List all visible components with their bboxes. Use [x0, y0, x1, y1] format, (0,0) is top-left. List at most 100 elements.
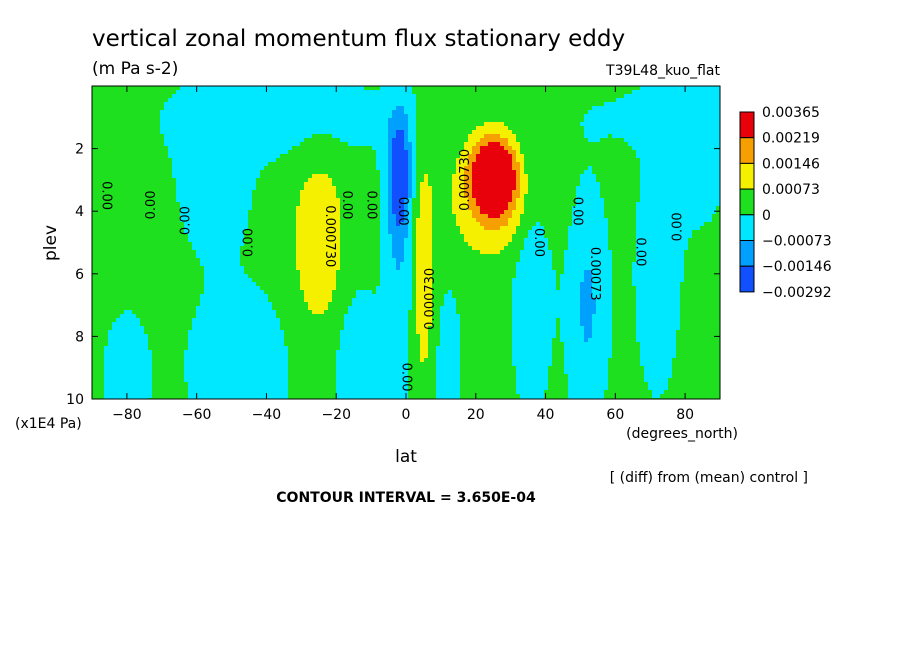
heatmap-cell — [272, 138, 277, 143]
heatmap-cell — [264, 134, 269, 139]
heatmap-cell — [456, 178, 461, 183]
heatmap-cell — [664, 102, 669, 107]
heatmap-cell — [236, 90, 241, 95]
heatmap-cell — [372, 90, 377, 95]
heatmap-cell — [556, 174, 561, 179]
heatmap-cell — [688, 186, 693, 191]
heatmap-cell — [196, 210, 201, 215]
heatmap-cell — [640, 106, 645, 111]
heatmap-cell — [236, 142, 241, 147]
heatmap-cell — [436, 114, 441, 119]
heatmap-cell — [312, 174, 317, 179]
heatmap-cell — [404, 178, 409, 183]
heatmap-cell — [632, 94, 637, 99]
heatmap-cell — [380, 198, 385, 203]
heatmap-cell — [256, 166, 261, 171]
heatmap-cell — [404, 138, 409, 143]
heatmap-cell — [316, 98, 321, 103]
heatmap-cell — [600, 210, 605, 215]
heatmap-cell — [144, 118, 149, 123]
heatmap-cell — [444, 130, 449, 135]
heatmap-cell — [280, 94, 285, 99]
heatmap-cell — [504, 150, 509, 155]
heatmap-cell — [256, 114, 261, 119]
heatmap-cell — [312, 190, 317, 195]
heatmap-cell — [448, 150, 453, 155]
heatmap-cell — [132, 118, 137, 123]
heatmap-cell — [432, 138, 437, 143]
heatmap-cell — [496, 162, 501, 167]
heatmap-cell — [224, 166, 229, 171]
heatmap-cell — [264, 122, 269, 127]
heatmap-cell — [628, 98, 633, 103]
heatmap-cell — [384, 114, 389, 119]
heatmap-cell — [256, 94, 261, 99]
heatmap-cell — [516, 98, 521, 103]
heatmap-cell — [108, 122, 113, 127]
heatmap-cell — [608, 190, 613, 195]
heatmap-cell — [240, 166, 245, 171]
heatmap-cell — [640, 158, 645, 163]
heatmap-cell — [396, 198, 401, 203]
heatmap-cell — [256, 178, 261, 183]
heatmap-cell — [384, 98, 389, 103]
heatmap-cell — [260, 206, 265, 211]
heatmap-cell — [668, 158, 673, 163]
heatmap-cell — [524, 118, 529, 123]
heatmap-cell — [324, 142, 329, 147]
heatmap-cell — [368, 98, 373, 103]
heatmap-cell — [212, 142, 217, 147]
heatmap-cell — [328, 98, 333, 103]
heatmap-cell — [220, 158, 225, 163]
heatmap-cell — [292, 162, 297, 167]
heatmap-cell — [192, 162, 197, 167]
heatmap-cell — [688, 94, 693, 99]
heatmap-cell — [316, 210, 321, 215]
heatmap-cell — [488, 90, 493, 95]
heatmap-cell — [696, 102, 701, 107]
heatmap-cell — [516, 166, 521, 171]
heatmap-cell — [716, 122, 721, 127]
heatmap-cell — [140, 206, 145, 211]
heatmap-cell — [588, 86, 593, 91]
heatmap-cell — [248, 98, 253, 103]
heatmap-cell — [392, 86, 397, 91]
heatmap-cell — [460, 90, 465, 95]
heatmap-cell — [216, 130, 221, 135]
heatmap-cell — [96, 102, 101, 107]
heatmap-cell — [100, 130, 105, 135]
heatmap-cell — [340, 170, 345, 175]
heatmap-cell — [356, 118, 361, 123]
heatmap-cell — [224, 130, 229, 135]
heatmap-cell — [96, 190, 101, 195]
heatmap-cell — [704, 154, 709, 159]
heatmap-cell — [588, 126, 593, 131]
heatmap-cell — [160, 166, 165, 171]
heatmap-cell — [428, 134, 433, 139]
heatmap-cell — [244, 190, 249, 195]
heatmap-cell — [184, 166, 189, 171]
heatmap-cell — [232, 134, 237, 139]
heatmap-cell — [180, 178, 185, 183]
heatmap-cell — [312, 158, 317, 163]
heatmap-cell — [196, 110, 201, 115]
heatmap-cell — [308, 198, 313, 203]
heatmap-cell — [92, 162, 97, 167]
heatmap-cell — [604, 206, 609, 211]
heatmap-cell — [152, 170, 157, 175]
heatmap-cell — [324, 114, 329, 119]
heatmap-cell — [480, 110, 485, 115]
heatmap-cell — [136, 162, 141, 167]
heatmap-cell — [200, 202, 205, 207]
heatmap-cell — [636, 194, 641, 199]
heatmap-cell — [524, 162, 529, 167]
heatmap-cell — [428, 114, 433, 119]
heatmap-cell — [392, 206, 397, 211]
heatmap-cell — [352, 130, 357, 135]
heatmap-cell — [204, 130, 209, 135]
heatmap-cell — [652, 150, 657, 155]
heatmap-cell — [488, 186, 493, 191]
heatmap-cell — [692, 166, 697, 171]
heatmap-cell — [216, 182, 221, 187]
heatmap-cell — [416, 134, 421, 139]
